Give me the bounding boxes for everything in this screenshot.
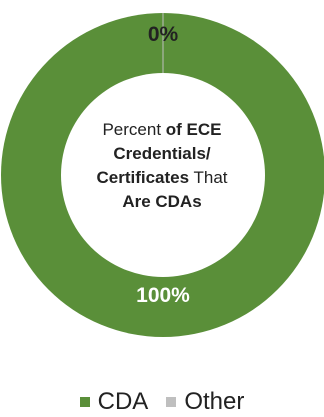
donut-center-label: Percent of ECE Credentials/ Certificates… xyxy=(62,118,262,214)
center-label-line-4: Are CDAs xyxy=(122,192,202,211)
center-label-line-3: Certificates That xyxy=(62,166,262,190)
donut-hole xyxy=(61,73,265,277)
center-label-normal-3: That xyxy=(189,168,228,187)
center-label-bold-3: Certificates xyxy=(96,168,190,187)
donut-chart: 100% 0% xyxy=(1,13,324,337)
center-label-bold-1: of ECE xyxy=(165,120,222,139)
center-label-prefix: Percent xyxy=(102,120,166,139)
data-label-cda: 100% xyxy=(136,284,190,307)
center-label-line-1: Percent of ECE xyxy=(62,118,262,142)
chart-legend: CDA Other xyxy=(0,388,324,416)
legend-item-other: Other xyxy=(166,388,244,416)
legend-swatch-other xyxy=(166,397,177,407)
legend-label-cda: CDA xyxy=(97,388,149,415)
center-label-line-2: Credentials/ xyxy=(113,144,211,163)
legend-item-cda: CDA xyxy=(79,388,149,416)
legend-label-other: Other xyxy=(184,388,245,415)
data-label-other: 0% xyxy=(148,23,179,46)
legend-swatch-cda xyxy=(79,397,90,407)
